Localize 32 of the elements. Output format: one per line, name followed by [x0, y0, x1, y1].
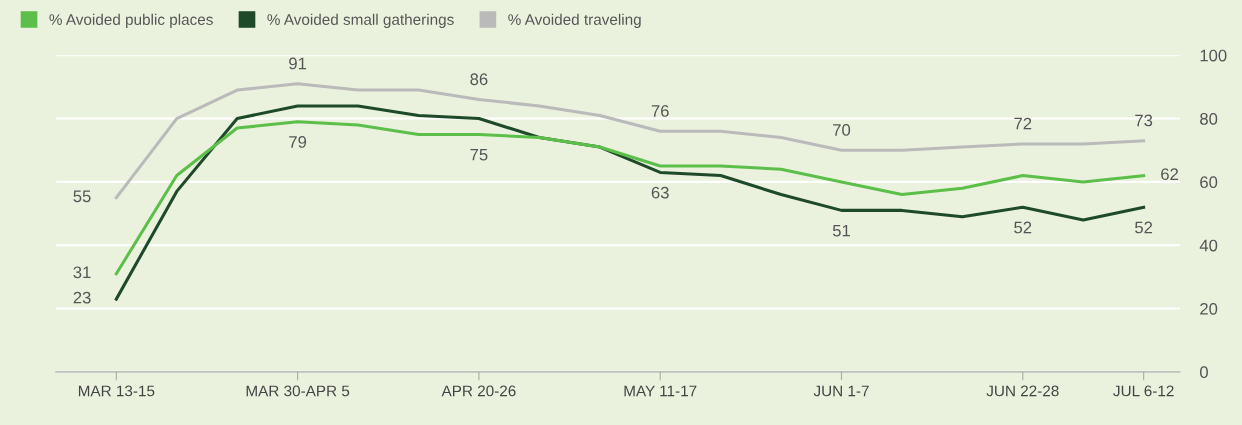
data-label: 86: [470, 73, 488, 86]
data-label: 63: [651, 186, 669, 199]
x-tick-label: MAR 13-15: [78, 385, 155, 397]
data-label: 23: [73, 291, 91, 304]
y-tick-label: 40: [1199, 239, 1218, 252]
legend-label: % Avoided traveling: [508, 13, 641, 28]
data-label: 52: [1014, 221, 1032, 234]
data-label: 62: [1161, 168, 1179, 181]
y-tick-label: 20: [1200, 302, 1218, 315]
x-tick-label: JUN 22-28: [986, 385, 1059, 397]
data-label: 31: [73, 266, 91, 279]
y-tick-label: 0: [1200, 366, 1208, 379]
data-label: 72: [1014, 117, 1032, 130]
y-tick-label: 100: [1200, 49, 1227, 62]
y-tick-label: 80: [1200, 112, 1218, 125]
data-label: 79: [289, 136, 307, 148]
data-label: 55: [73, 190, 91, 203]
data-label: 91: [289, 57, 307, 70]
data-label: 75: [470, 148, 488, 161]
y-tick-label: 60: [1200, 176, 1218, 189]
data-label: 51: [832, 224, 850, 237]
x-tick-label: JUN 1-7: [813, 385, 869, 397]
data-label: 73: [1135, 114, 1153, 127]
x-tick-label: JUL 6-12: [1113, 385, 1174, 397]
x-tick-label: APR 20-26: [441, 385, 516, 397]
x-tick-label: MAY 11-17: [624, 385, 697, 397]
data-label: 70: [833, 124, 851, 136]
x-tick-label: MAR 30-APR 5: [246, 385, 350, 397]
legend-label: % Avoided small gatherings: [267, 13, 454, 28]
data-label: 52: [1135, 221, 1153, 234]
data-label: 76: [651, 105, 669, 117]
legend-label: % Avoided public places: [49, 13, 213, 28]
